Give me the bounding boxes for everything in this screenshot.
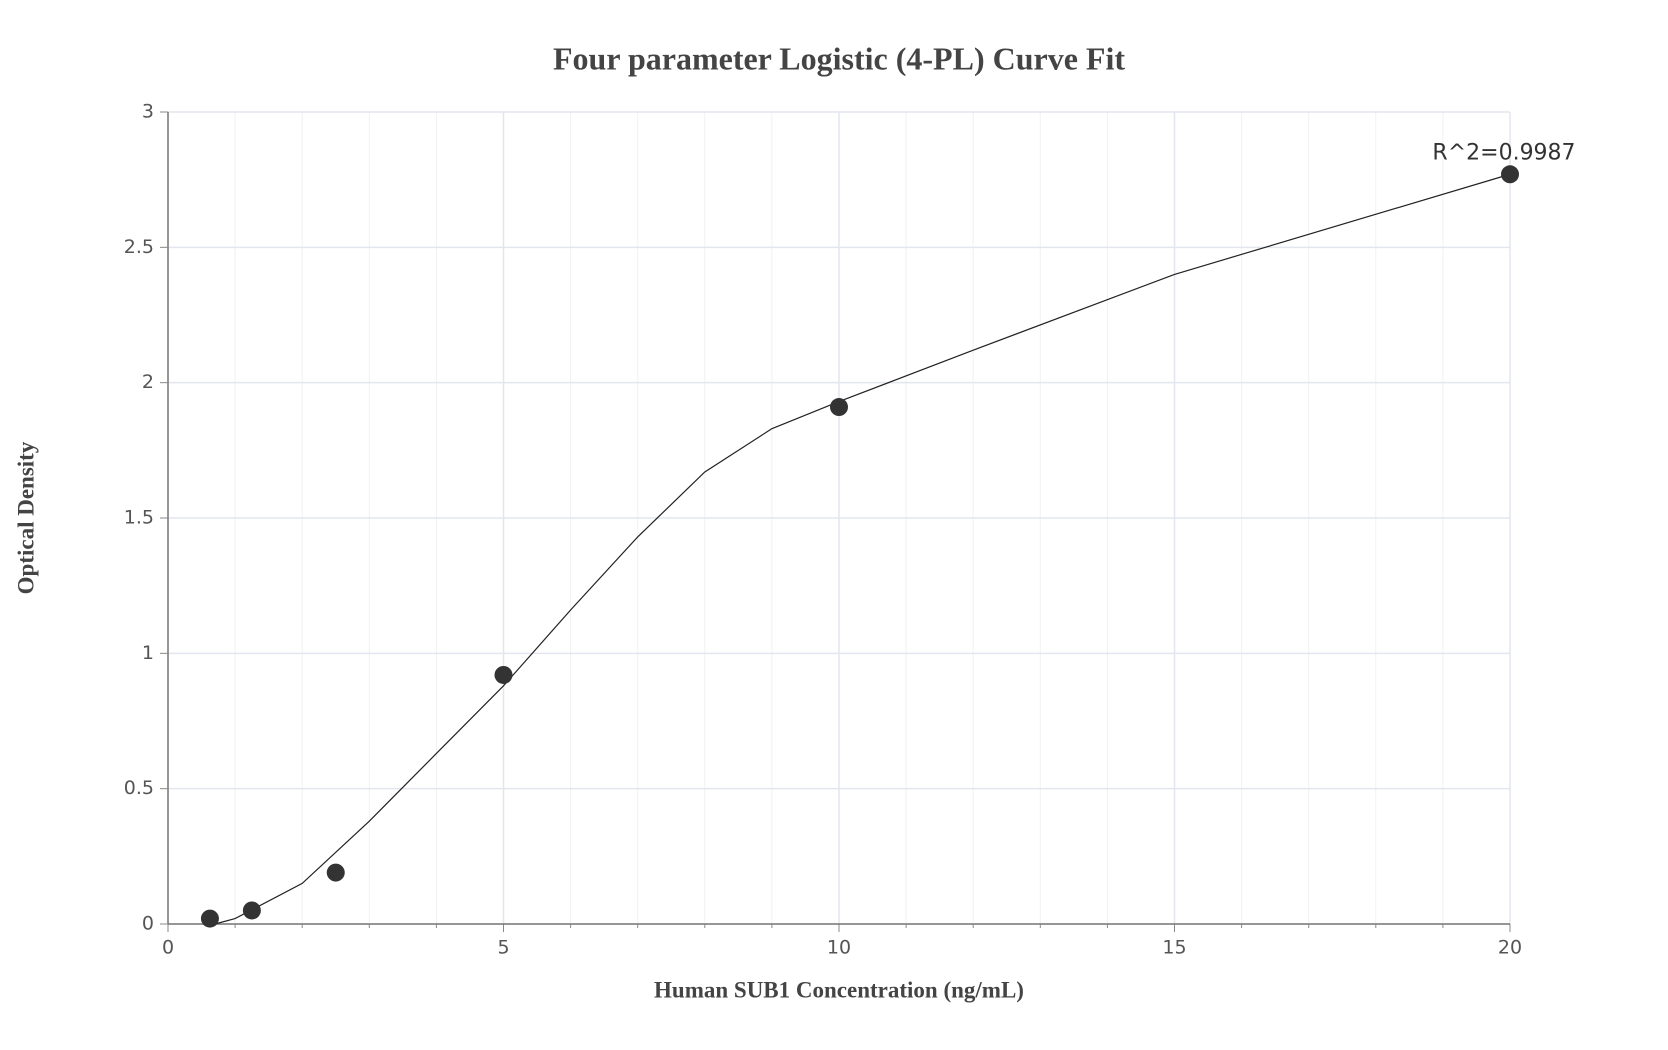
x-axis-label: Human SUB1 Concentration (ng/mL) (654, 977, 1024, 1002)
y-tick-label: 2.5 (124, 236, 154, 258)
y-tick-label: 1 (142, 642, 154, 664)
annotation: R^2=0.9987 (1432, 140, 1575, 165)
x-tick-label: 10 (827, 937, 851, 959)
data-point (200, 909, 219, 928)
fit-curve (214, 173, 1511, 925)
data-point (1501, 165, 1519, 184)
y-axis-label: Optical Density (13, 441, 38, 594)
data-point (326, 863, 345, 882)
y-tick-label: 2 (142, 371, 154, 393)
x-tick-label: 15 (1162, 937, 1186, 959)
x-tick-label: 5 (497, 937, 509, 959)
y-tick-label: 0.5 (124, 777, 154, 799)
data-point (830, 398, 848, 417)
y-tick-label: 0 (142, 913, 154, 935)
x-tick-label: 20 (1498, 937, 1522, 959)
chart-title: Four parameter Logistic (4-PL) Curve Fit (553, 40, 1125, 76)
x-tick-label: 0 (162, 937, 174, 959)
data-point (494, 665, 513, 684)
y-tick-label: 1.5 (124, 507, 154, 529)
y-tick-label: 3 (142, 101, 154, 123)
data-point (242, 901, 261, 920)
